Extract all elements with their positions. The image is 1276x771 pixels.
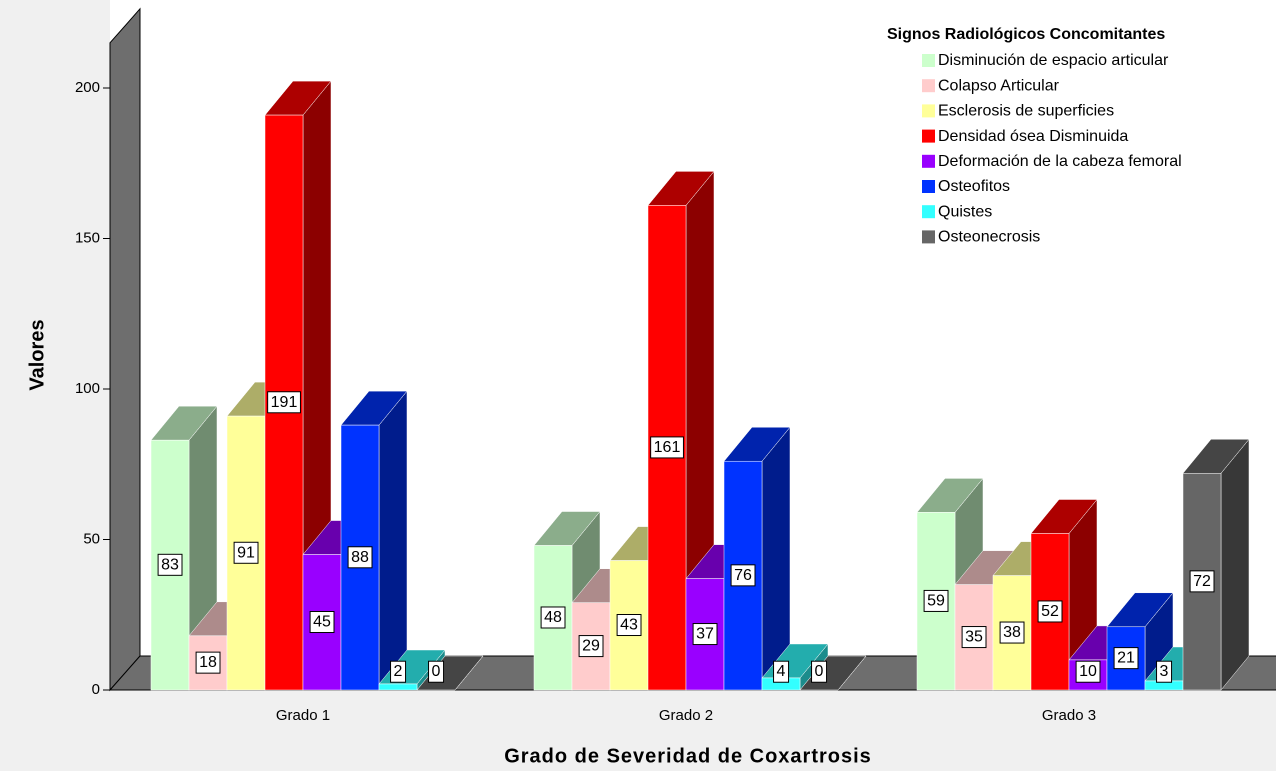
left-wall	[109, 7, 141, 692]
value-label: 4	[777, 663, 786, 680]
value-label-box	[267, 391, 301, 414]
value-label: 18	[199, 654, 217, 671]
x-tick-label: Grado 3	[1042, 707, 1096, 724]
value-label: 83	[161, 556, 179, 573]
value-label: 52	[1041, 603, 1059, 620]
y-tick-label: 100	[75, 380, 100, 397]
value-label: 37	[696, 626, 714, 643]
y-tick-label: 150	[75, 229, 100, 246]
value-label-box	[811, 660, 828, 683]
bar	[378, 683, 418, 691]
value-label-box	[650, 436, 684, 459]
value-label: 76	[734, 567, 752, 584]
legend-label: Disminución de espacio articular	[938, 52, 1169, 69]
value-label-box	[1037, 600, 1063, 623]
legend-label: Osteofitos	[938, 178, 1010, 195]
value-label-box	[233, 541, 259, 564]
value-label: 0	[432, 663, 441, 680]
value-label: 72	[1193, 573, 1211, 590]
x-tick-label: Grado 2	[659, 707, 713, 724]
legend-swatch	[922, 79, 935, 93]
legend-label: Esclerosis de superficies	[938, 103, 1114, 120]
legend-swatch	[922, 154, 935, 168]
value-label: 59	[927, 592, 945, 609]
value-label: 21	[1117, 650, 1135, 667]
value-label-box	[1156, 660, 1173, 683]
value-label: 88	[351, 549, 369, 566]
legend-label: Quistes	[938, 203, 992, 220]
legend-swatch	[922, 129, 935, 143]
y-tick-label: 200	[75, 79, 100, 96]
value-label-box	[692, 623, 718, 646]
legend-label: Osteonecrosis	[938, 229, 1040, 246]
value-label-box	[773, 660, 790, 683]
legend-swatch	[922, 180, 935, 193]
value-label-box	[999, 621, 1025, 644]
legend-label: Deformación de la cabeza femoral	[938, 153, 1182, 170]
value-label-box	[157, 553, 183, 576]
legend-swatch	[922, 104, 935, 118]
value-label: 161	[654, 439, 681, 456]
value-label-box	[616, 614, 642, 637]
x-tick-label: Grado 1	[276, 707, 330, 724]
value-label: 2	[394, 663, 403, 680]
value-label-box	[923, 589, 949, 612]
value-label: 91	[237, 544, 255, 561]
value-label-box	[390, 660, 407, 683]
value-label: 0	[815, 663, 824, 680]
value-label: 43	[620, 617, 638, 634]
value-label: 38	[1003, 624, 1021, 641]
value-label-box	[347, 546, 373, 569]
bar-side	[1220, 438, 1250, 691]
legend-swatch	[922, 230, 935, 244]
y-tick-label: 50	[83, 530, 100, 547]
value-label: 10	[1079, 663, 1097, 680]
bar-side	[378, 390, 408, 691]
legend-title: Signos Radiológicos Concomitantes	[887, 26, 1165, 43]
value-label-box	[309, 610, 335, 634]
value-label-box	[1075, 660, 1101, 683]
value-label: 191	[271, 394, 298, 411]
value-label-box	[578, 635, 604, 658]
value-label-box	[961, 626, 987, 649]
value-label: 45	[313, 613, 331, 630]
legend-label: Colapso Articular	[938, 77, 1060, 94]
legend-swatch	[922, 54, 935, 67]
bar	[916, 512, 956, 691]
y-axis-title: Valores	[26, 319, 48, 390]
value-label-box	[195, 651, 221, 674]
x-axis-title: Grado de Severidad de Coxartrosis	[504, 745, 872, 767]
value-label: 35	[965, 629, 983, 646]
value-label-box	[1113, 647, 1139, 670]
value-label: 3	[1160, 663, 1169, 680]
value-label: 48	[544, 609, 562, 626]
value-label-box	[428, 660, 445, 683]
legend-label: Densidad ósea Disminuida	[938, 128, 1128, 145]
value-label-box	[540, 606, 566, 629]
value-label-box	[730, 564, 756, 587]
y-tick-label: 0	[92, 681, 100, 698]
value-label-box	[1189, 570, 1215, 593]
value-label: 29	[582, 638, 600, 655]
legend-swatch	[922, 205, 935, 219]
